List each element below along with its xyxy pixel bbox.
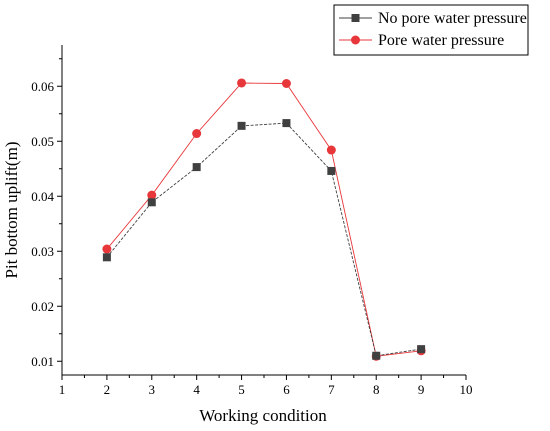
data-point-circle <box>237 78 247 88</box>
x-tick-label: 3 <box>149 382 156 397</box>
y-axis-title: Pit bottom uplift(m) <box>2 142 21 279</box>
x-tick-label: 9 <box>418 382 425 397</box>
series-line-pore-water-pressure <box>106 82 422 357</box>
legend-marker-square <box>351 14 360 22</box>
legend-label-pore: Pore water pressure <box>378 32 504 49</box>
data-point-square <box>327 166 336 175</box>
x-tick-label: 2 <box>104 382 111 397</box>
axes-layer <box>61 45 466 376</box>
x-tick-label: 4 <box>193 382 200 397</box>
data-point-circle <box>192 129 202 139</box>
data-point-square <box>237 121 246 130</box>
y-tick-label: 0.05 <box>31 134 54 149</box>
ticks-layer: 1 2 3 4 5 6 7 8 9 10 0.01 0.02 0.03 0.04 0.05 0.06 <box>31 58 473 397</box>
x-axis-title: Working condition <box>199 406 327 425</box>
y-tick-label: 0.01 <box>31 354 54 369</box>
data-point-circle <box>147 190 157 200</box>
data-point-square <box>192 163 201 172</box>
x-tick-label: 8 <box>373 382 380 397</box>
data-point-circle <box>281 79 291 88</box>
legend: No pore water pressure Pore water pressu… <box>333 4 529 56</box>
data-point-circle <box>326 145 336 155</box>
data-point-square <box>417 345 426 354</box>
series-layer <box>102 78 426 361</box>
data-point-square <box>282 119 291 128</box>
x-tick-label: 1 <box>59 382 66 397</box>
x-tick-label: 6 <box>283 382 290 397</box>
y-tick-label: 0.02 <box>31 299 54 314</box>
data-point-circle <box>102 244 112 254</box>
series-line-no-pore-water-pressure <box>106 122 422 357</box>
legend-label-no-pore: No pore water pressure <box>378 10 527 27</box>
x-tick-label: 5 <box>238 382 245 397</box>
y-tick-label: 0.06 <box>31 79 54 94</box>
data-point-square <box>372 351 381 360</box>
data-point-square <box>147 198 156 207</box>
data-point-square <box>102 253 111 262</box>
legend-marker-circle <box>351 35 360 45</box>
y-tick-label: 0.04 <box>31 189 54 204</box>
y-tick-label: 0.03 <box>31 244 54 259</box>
x-tick-label: 7 <box>328 382 335 397</box>
legend-box <box>333 4 529 56</box>
x-tick-label: 10 <box>460 382 473 397</box>
